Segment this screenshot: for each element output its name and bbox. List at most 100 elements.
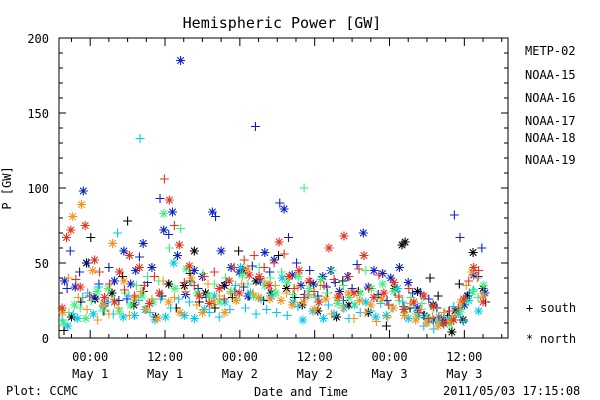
north-point	[153, 314, 163, 323]
north-point	[126, 300, 136, 310]
south-point	[124, 311, 134, 320]
y-tick-label: 150	[27, 107, 49, 121]
south-point	[199, 272, 209, 281]
north-point	[242, 264, 252, 274]
legend-entry-noaa-18: NOAA-18	[525, 131, 576, 145]
north-point	[274, 237, 284, 247]
north-point	[88, 266, 98, 275]
north-point	[175, 308, 185, 317]
north-point	[189, 266, 199, 275]
north-point	[393, 284, 403, 293]
north-point	[159, 209, 169, 218]
north-point	[469, 270, 479, 280]
south-point	[472, 273, 482, 283]
north-point	[310, 305, 320, 314]
x-tick-date: May 2	[297, 367, 333, 381]
x-tick-time: 12:00	[297, 350, 333, 364]
north-point	[474, 306, 484, 316]
south-point	[164, 230, 174, 239]
north-point	[282, 278, 292, 287]
north-point	[313, 306, 323, 316]
south-point	[98, 306, 108, 316]
north-point	[138, 239, 148, 248]
north-point	[297, 300, 307, 310]
south-point	[288, 290, 298, 299]
south-point	[305, 266, 315, 275]
north-point	[411, 315, 421, 325]
north-point	[66, 312, 76, 322]
north-point	[478, 284, 488, 293]
y-tick-label: 50	[35, 257, 49, 271]
south-point	[364, 284, 374, 293]
north-point	[174, 240, 184, 250]
south-point	[262, 305, 272, 314]
south-point	[394, 291, 404, 301]
north-point	[447, 327, 457, 337]
north-point	[226, 287, 236, 296]
x-tick-time: 00:00	[371, 350, 407, 364]
north-point	[439, 318, 449, 328]
north-point	[256, 294, 266, 304]
south-point	[181, 287, 191, 296]
south-point	[159, 174, 169, 184]
north-point	[305, 284, 315, 293]
north-point	[371, 312, 381, 322]
north-point	[298, 297, 308, 307]
north-point	[335, 287, 345, 296]
south-point	[71, 275, 81, 284]
south-point	[444, 306, 454, 316]
north-point	[444, 314, 454, 323]
south-point	[104, 309, 114, 319]
north-point	[444, 317, 454, 326]
north-point	[293, 272, 303, 281]
south-point	[62, 284, 72, 293]
south-point	[176, 224, 186, 233]
north-point	[459, 300, 469, 310]
north-point	[266, 288, 276, 298]
south-point	[209, 267, 219, 277]
south-point	[449, 302, 459, 311]
south-point	[361, 266, 371, 275]
north-point	[81, 314, 91, 323]
south-point	[313, 291, 323, 301]
south-point	[155, 194, 165, 203]
south-point	[265, 267, 275, 277]
north-point	[199, 305, 209, 314]
north-point	[445, 320, 455, 329]
north-point	[131, 266, 141, 275]
south-point	[424, 294, 434, 304]
y-tick-label: 200	[27, 32, 49, 46]
north-marker-symbol: *	[526, 332, 533, 346]
x-tick-date: May 1	[72, 367, 108, 381]
marker-legend: + south * north	[526, 301, 576, 346]
south-point	[63, 273, 73, 283]
north-point	[411, 309, 421, 319]
north-point	[118, 312, 128, 322]
south-point	[428, 303, 438, 313]
north-point	[220, 308, 230, 317]
north-point	[186, 273, 196, 283]
north-point	[339, 231, 349, 241]
north-point	[234, 288, 244, 298]
north-point	[419, 291, 429, 301]
south-point	[75, 303, 85, 313]
south-point	[211, 212, 221, 221]
series-legend: METP-02 NOAA-15 NOAA-16 NOAA-17 NOAA-18 …	[525, 44, 576, 167]
x-tick-time: 12:00	[147, 350, 183, 364]
north-point	[308, 279, 318, 289]
north-point	[318, 272, 328, 281]
north-point	[265, 294, 275, 304]
south-point	[134, 252, 144, 262]
north-point	[244, 270, 254, 280]
north-point	[150, 315, 160, 325]
south-point	[439, 308, 449, 317]
north-point	[399, 305, 409, 314]
y-tick-label: 100	[27, 182, 49, 196]
north-point	[478, 297, 488, 307]
north-point	[167, 207, 177, 217]
north-point	[388, 303, 398, 313]
north-point	[144, 299, 154, 308]
north-marker-label: north	[540, 332, 576, 346]
south-point	[454, 303, 464, 313]
south-point	[214, 312, 224, 322]
